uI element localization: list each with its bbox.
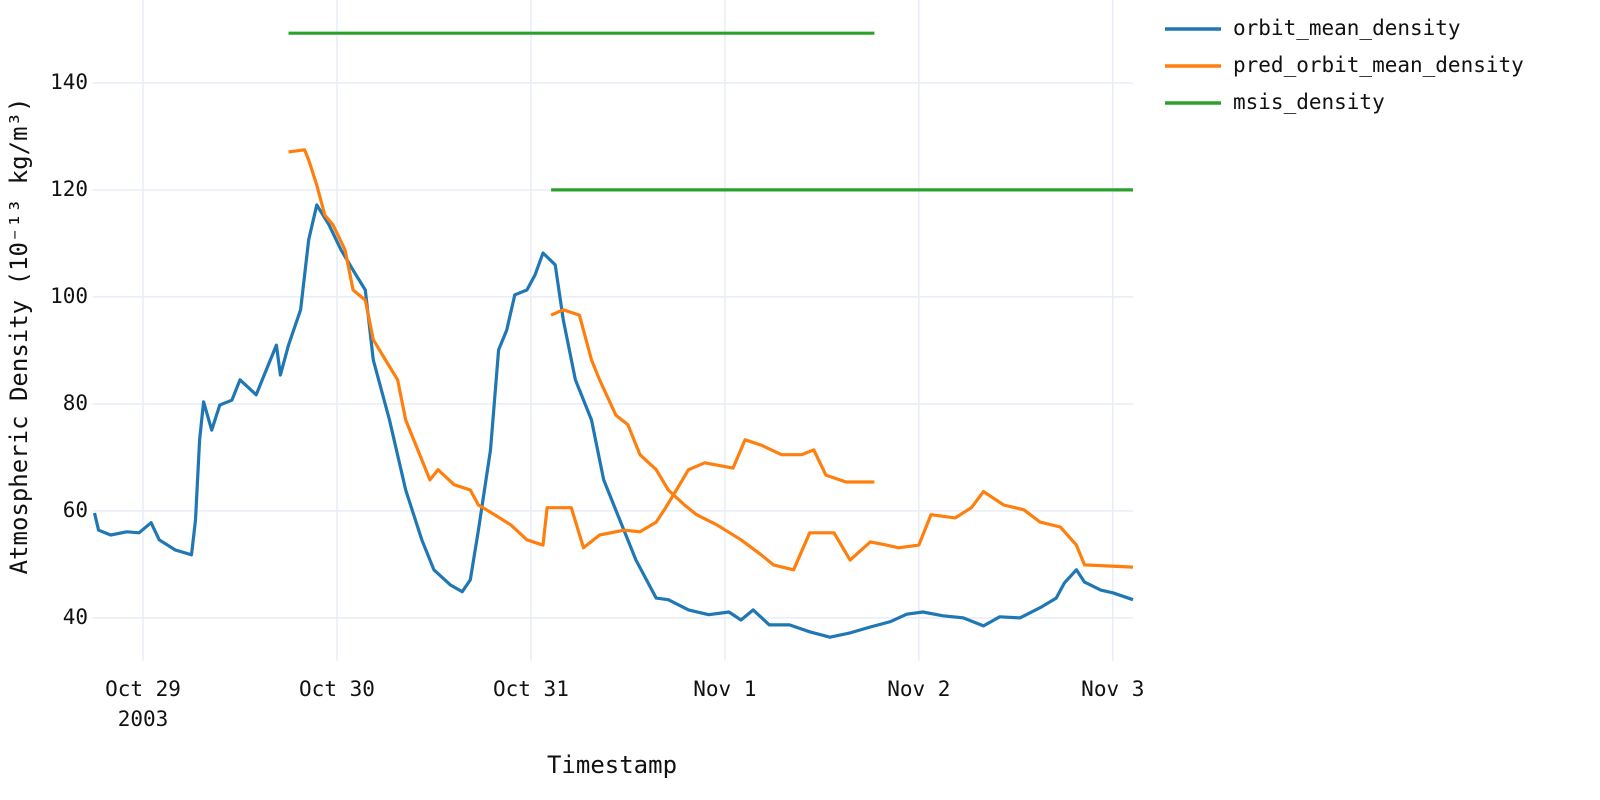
x-tick-label: Oct 29: [105, 677, 181, 701]
y-axis-title: Atmospheric Density (10⁻¹³ kg/m³): [5, 98, 33, 575]
x-tick-year: 2003: [118, 707, 169, 731]
series: [288, 148, 1134, 572]
y-tick-label: 120: [50, 177, 88, 201]
x-tick-label: Nov 1: [693, 677, 756, 701]
x-tick-label: Oct 31: [493, 677, 569, 701]
x-axis-title: Timestamp: [547, 751, 677, 779]
y-tick-label: 80: [63, 391, 88, 415]
data-line: [92, 203, 1134, 639]
legend-label[interactable]: pred_orbit_mean_density: [1233, 53, 1524, 77]
x-tick-label: Oct 30: [299, 677, 375, 701]
x-tick-label: Nov 2: [887, 677, 950, 701]
y-tick-label: 40: [63, 605, 88, 629]
y-tick-label: 100: [50, 284, 88, 308]
data-line: [550, 308, 1134, 572]
y-tick-label: 60: [63, 498, 88, 522]
legend-label[interactable]: msis_density: [1233, 90, 1385, 114]
data-line: [288, 148, 875, 550]
legend-label[interactable]: orbit_mean_density: [1233, 16, 1461, 40]
y-tick-label: 140: [50, 70, 88, 94]
series: [288, 31, 1133, 192]
series: [92, 203, 1134, 639]
x-tick-label: Nov 3: [1081, 677, 1144, 701]
